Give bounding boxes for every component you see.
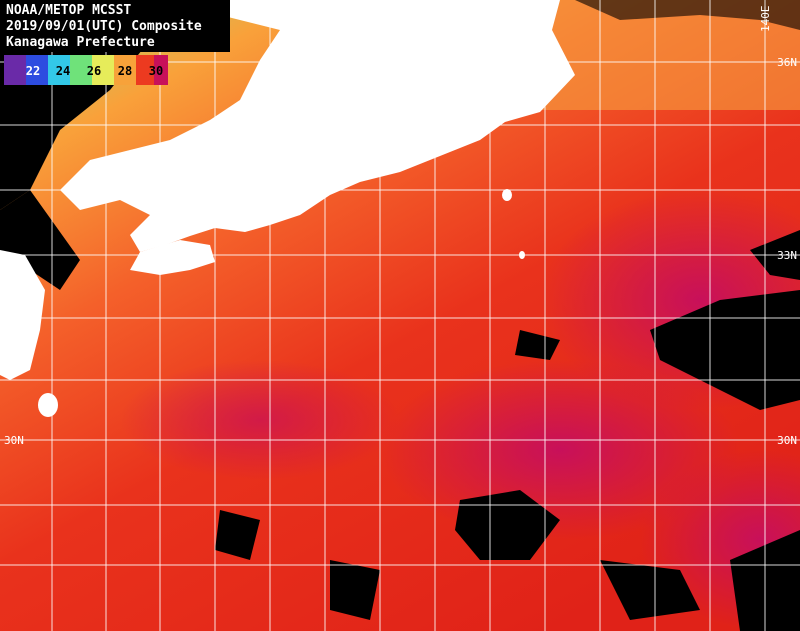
lat-label: 30N [777, 434, 797, 447]
lat-label: 30N [4, 434, 24, 447]
warm-patch [380, 360, 740, 540]
legend-label: 26 [87, 64, 101, 78]
warm-patch [120, 360, 400, 480]
header-line: NOAA/METOP MCSST [6, 3, 131, 18]
legend-label: 24 [56, 64, 70, 78]
no-data [0, 0, 160, 210]
colorbar [4, 55, 168, 85]
land [0, 0, 575, 417]
legend-label: 22 [26, 64, 40, 78]
lat-label: 33N [777, 249, 797, 262]
legend-label: 28 [118, 64, 132, 78]
header-line: 2019/09/01(UTC) Composite [6, 19, 202, 34]
legend-label: 30 [149, 64, 163, 78]
no-data [560, 0, 800, 30]
lat-label: 36N [777, 56, 797, 69]
header-bg [0, 0, 230, 52]
lon-label: 136E [319, 6, 332, 33]
header-line: Kanagawa Prefecture [6, 35, 155, 50]
lon-label: 140E [759, 6, 772, 33]
